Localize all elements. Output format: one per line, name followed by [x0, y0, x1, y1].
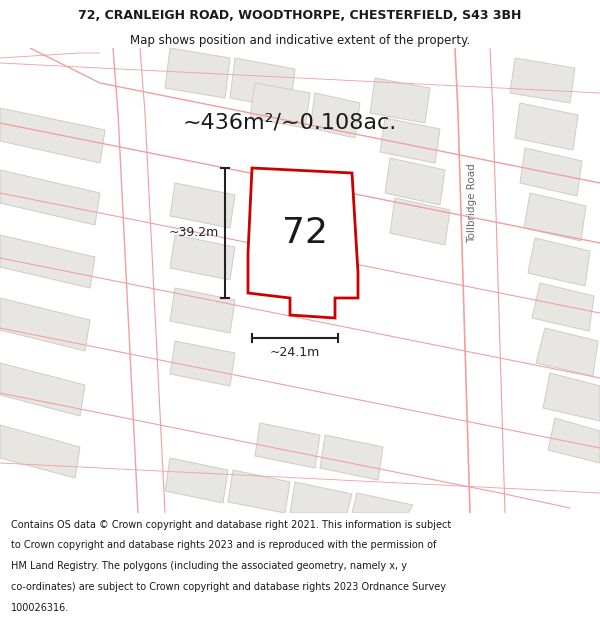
- Polygon shape: [0, 298, 90, 351]
- Polygon shape: [170, 183, 235, 228]
- Text: to Crown copyright and database rights 2023 and is reproduced with the permissio: to Crown copyright and database rights 2…: [11, 541, 436, 551]
- Polygon shape: [520, 148, 582, 196]
- Text: HM Land Registry. The polygons (including the associated geometry, namely x, y: HM Land Registry. The polygons (includin…: [11, 561, 407, 571]
- Text: 100026316.: 100026316.: [11, 602, 69, 612]
- Polygon shape: [532, 283, 594, 331]
- Polygon shape: [510, 58, 575, 103]
- Polygon shape: [250, 83, 310, 128]
- Polygon shape: [0, 235, 95, 288]
- Polygon shape: [548, 418, 600, 463]
- Text: ~436m²/~0.108ac.: ~436m²/~0.108ac.: [183, 113, 397, 133]
- Polygon shape: [0, 170, 100, 225]
- Text: Tollbridge Road: Tollbridge Road: [467, 163, 477, 243]
- Polygon shape: [515, 103, 578, 150]
- Polygon shape: [385, 158, 445, 205]
- Polygon shape: [290, 482, 352, 513]
- Polygon shape: [536, 328, 598, 376]
- Text: ~24.1m: ~24.1m: [270, 346, 320, 359]
- Polygon shape: [524, 193, 586, 241]
- Polygon shape: [0, 425, 80, 478]
- Text: ~39.2m: ~39.2m: [169, 226, 219, 239]
- Polygon shape: [165, 48, 230, 98]
- Text: co-ordinates) are subject to Crown copyright and database rights 2023 Ordnance S: co-ordinates) are subject to Crown copyr…: [11, 582, 446, 592]
- Text: 72: 72: [282, 216, 328, 250]
- Polygon shape: [0, 363, 85, 416]
- Polygon shape: [230, 58, 295, 109]
- Text: Map shows position and indicative extent of the property.: Map shows position and indicative extent…: [130, 34, 470, 47]
- Polygon shape: [528, 238, 590, 286]
- Polygon shape: [380, 118, 440, 163]
- Polygon shape: [228, 470, 290, 513]
- Polygon shape: [170, 341, 235, 386]
- Polygon shape: [310, 93, 360, 138]
- Polygon shape: [543, 373, 600, 421]
- Polygon shape: [352, 493, 413, 513]
- Polygon shape: [170, 235, 235, 280]
- Polygon shape: [165, 458, 228, 503]
- Polygon shape: [0, 108, 105, 163]
- Polygon shape: [390, 198, 450, 245]
- Polygon shape: [170, 288, 235, 333]
- Polygon shape: [370, 78, 430, 123]
- Text: Contains OS data © Crown copyright and database right 2021. This information is : Contains OS data © Crown copyright and d…: [11, 520, 451, 530]
- Polygon shape: [248, 168, 358, 318]
- Polygon shape: [255, 423, 320, 468]
- Text: 72, CRANLEIGH ROAD, WOODTHORPE, CHESTERFIELD, S43 3BH: 72, CRANLEIGH ROAD, WOODTHORPE, CHESTERF…: [79, 9, 521, 22]
- Polygon shape: [320, 435, 383, 480]
